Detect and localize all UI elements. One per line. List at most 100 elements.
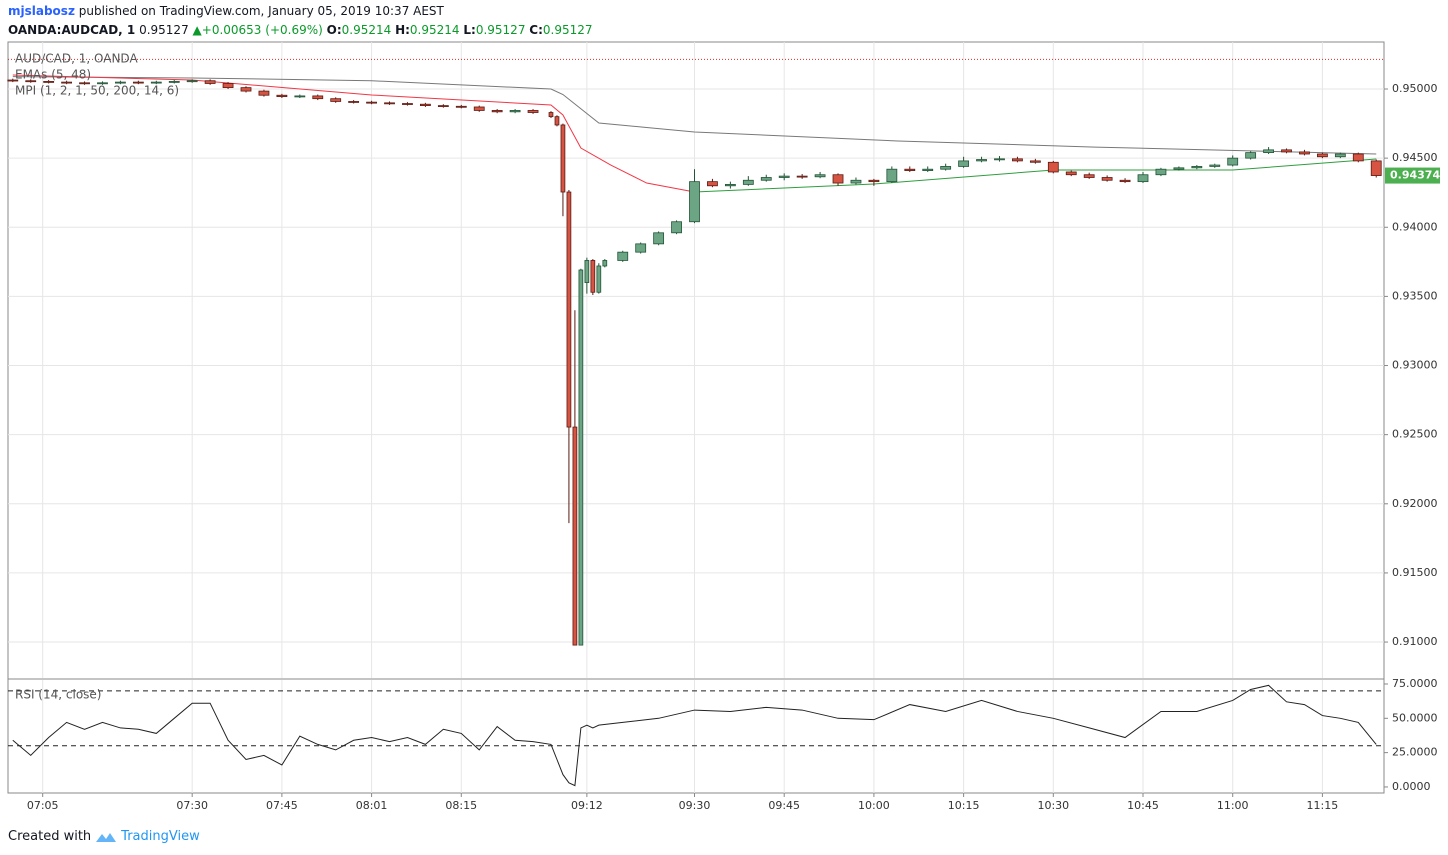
candle — [420, 102, 431, 107]
candle-body — [671, 221, 682, 234]
candle — [1191, 165, 1203, 170]
candle — [596, 263, 602, 294]
candle-body — [560, 124, 566, 193]
candle-body — [222, 83, 234, 89]
candle-body — [258, 90, 270, 96]
candle — [572, 310, 578, 646]
candle — [348, 100, 360, 104]
price: 0.95127 — [139, 23, 189, 37]
candle — [491, 109, 503, 114]
candle — [1209, 163, 1221, 168]
candle — [276, 93, 288, 98]
logo[interactable] — [95, 830, 117, 844]
candle — [635, 242, 647, 254]
y-tick-label: 0.0000 — [1392, 780, 1431, 793]
candle-body — [455, 105, 467, 108]
candle-body — [312, 95, 324, 100]
candle — [330, 97, 342, 103]
candle — [132, 80, 144, 85]
brand[interactable]: TradingView — [121, 829, 200, 844]
candle — [455, 104, 467, 109]
candle-body — [976, 159, 987, 162]
candle — [1047, 160, 1059, 174]
candle — [25, 79, 37, 83]
last-price-label: 0.94374 — [1390, 169, 1440, 182]
candle-body — [886, 168, 898, 183]
candle-body — [79, 82, 90, 85]
x-tick-label: 07:05 — [27, 799, 59, 812]
candle — [509, 109, 521, 114]
candle — [689, 169, 700, 224]
candle — [97, 81, 108, 85]
candle — [240, 86, 252, 93]
legend-label: MPI (1, 2, 1, 50, 200, 14, 6) — [15, 84, 179, 98]
rsi-line — [12, 684, 1377, 787]
candle-body — [548, 112, 554, 118]
candle-body — [1101, 177, 1113, 181]
candle — [886, 166, 898, 184]
candle-body — [491, 110, 503, 113]
candle — [168, 80, 180, 84]
candle-body — [1119, 179, 1131, 183]
candle-body — [814, 174, 826, 178]
o-label: O: — [326, 23, 342, 37]
candle — [384, 101, 395, 105]
candle-body — [868, 179, 880, 183]
candle-body — [689, 181, 700, 223]
candle — [61, 80, 73, 85]
candle-body — [25, 80, 37, 83]
candle — [548, 111, 554, 119]
candle-body — [994, 158, 1005, 161]
x-tick-label: 10:30 — [1037, 799, 1069, 812]
x-tick-label: 07:45 — [266, 799, 298, 812]
x-tick-label: 10:00 — [858, 799, 890, 812]
candle — [994, 156, 1005, 162]
candle-body — [1065, 171, 1077, 176]
candle — [402, 102, 413, 106]
y-tick-label: 0.92000 — [1392, 497, 1438, 510]
candle-body — [832, 174, 844, 184]
candle — [560, 123, 566, 217]
candle — [1173, 166, 1185, 171]
user[interactable]: mjslabosz — [8, 4, 75, 18]
candle — [958, 156, 970, 168]
candle-body — [566, 191, 572, 428]
x-tick-label: 10:45 — [1127, 799, 1159, 812]
open: 0.95214 — [341, 23, 392, 37]
candle — [1317, 152, 1328, 159]
candle-body — [1191, 166, 1203, 169]
candle — [778, 173, 790, 181]
candle-body — [150, 81, 162, 84]
candle — [602, 259, 608, 268]
published: published on TradingView.com, January 05… — [78, 4, 444, 18]
candle — [258, 89, 270, 97]
candle — [578, 268, 584, 646]
candle-body — [330, 98, 342, 102]
candle-body — [294, 95, 306, 98]
candle — [1263, 147, 1274, 154]
candle — [1101, 175, 1113, 182]
candle — [707, 178, 718, 188]
y-tick-label: 25.0000 — [1392, 746, 1438, 759]
candle-body — [1083, 174, 1095, 178]
candle — [671, 220, 682, 235]
candle — [1352, 152, 1364, 163]
candle-body — [796, 175, 808, 178]
candle-body — [473, 106, 485, 111]
candle-body — [276, 94, 288, 98]
candle-body — [1352, 153, 1364, 162]
candle-body — [43, 81, 55, 83]
y-tick-label: 50.0000 — [1392, 711, 1438, 724]
candle-body — [384, 102, 395, 105]
y-tick-label: 0.92500 — [1392, 428, 1438, 441]
candle-body — [1281, 149, 1292, 153]
created: Created with — [8, 829, 92, 844]
candle — [590, 259, 596, 296]
candle-body — [1047, 161, 1059, 173]
legend-label: AUD/CAD, 1, OANDA — [15, 52, 138, 66]
candle — [1012, 156, 1023, 163]
overlay-line — [694, 158, 1377, 193]
y-tick-label: 0.91500 — [1392, 566, 1438, 579]
